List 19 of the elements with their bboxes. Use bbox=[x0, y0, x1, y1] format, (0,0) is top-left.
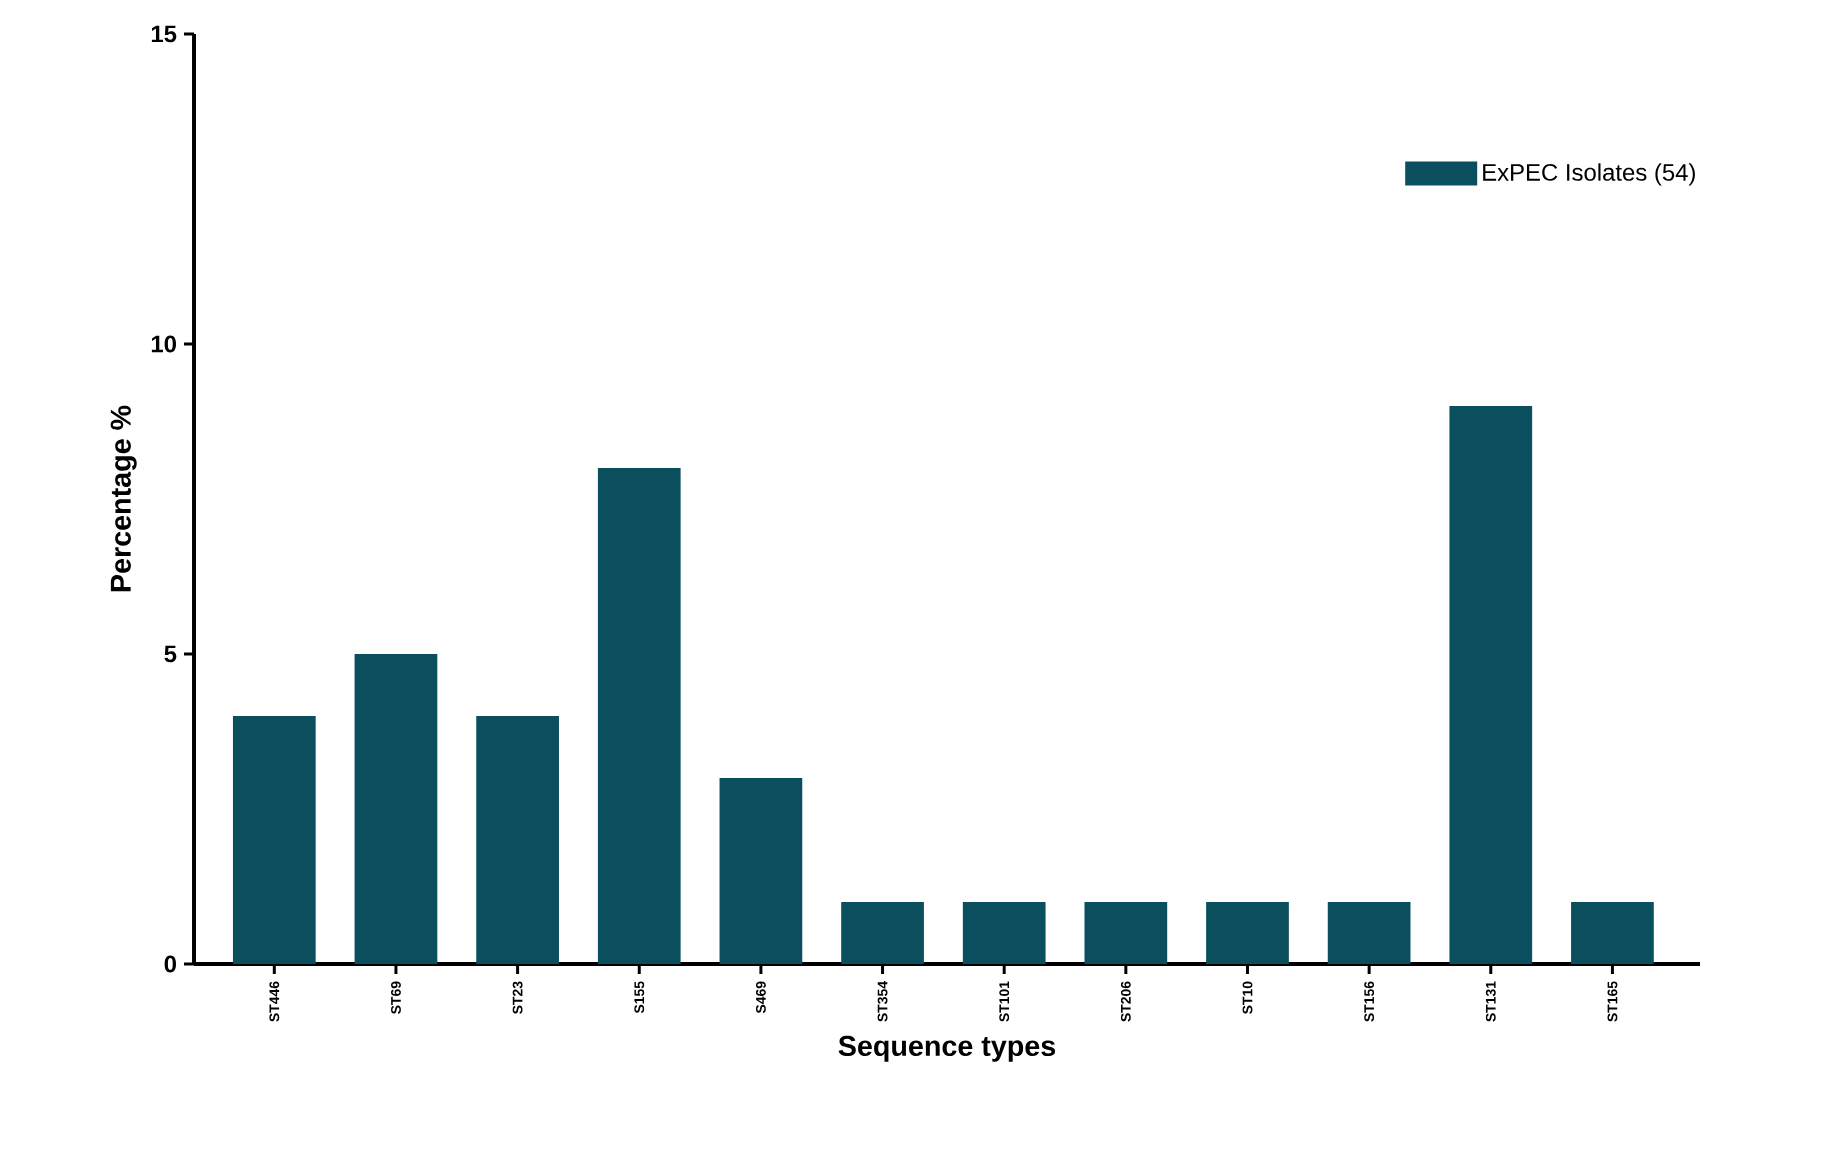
bar bbox=[1327, 901, 1411, 964]
bar bbox=[962, 901, 1046, 964]
bar bbox=[1449, 405, 1533, 964]
bar bbox=[1084, 901, 1168, 964]
legend-label: ExPEC Isolates (54) bbox=[1483, 163, 1695, 186]
y-tick-label: 15 bbox=[151, 25, 177, 43]
bar bbox=[1206, 901, 1289, 964]
bar bbox=[476, 715, 559, 964]
bar bbox=[232, 715, 316, 964]
bar bbox=[841, 901, 924, 964]
bar bbox=[1571, 901, 1654, 964]
y-tick-label: 0 bbox=[164, 955, 176, 973]
y-tick-label: 5 bbox=[164, 645, 177, 663]
bar bbox=[719, 777, 803, 964]
bar bbox=[597, 467, 681, 964]
y-tick-label: 10 bbox=[151, 335, 176, 353]
y-axis-title: Percentage % bbox=[110, 405, 137, 592]
bar bbox=[354, 653, 438, 964]
x-axis-title: Sequence types bbox=[838, 1035, 1056, 1062]
